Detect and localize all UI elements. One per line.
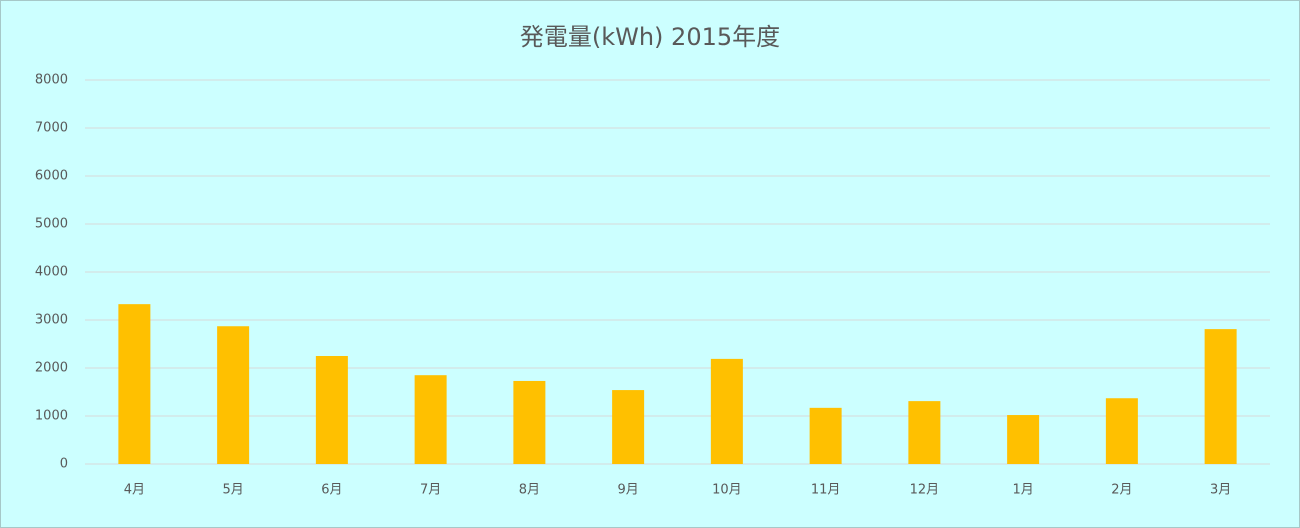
- y-tick-label: 0: [60, 457, 68, 472]
- bar: [1105, 398, 1138, 464]
- y-tick-label: 5000: [35, 217, 68, 232]
- y-tick-label: 4000: [35, 265, 68, 280]
- x-tick-label: 1月: [1012, 483, 1033, 498]
- bar: [118, 304, 151, 464]
- x-tick-label: 5月: [222, 483, 243, 498]
- bar: [1204, 329, 1237, 464]
- bar: [414, 375, 447, 464]
- x-tick-label: 12月: [910, 483, 940, 498]
- bar: [710, 358, 743, 464]
- bar: [612, 390, 645, 464]
- bar: [1007, 415, 1040, 464]
- x-tick-label: 8月: [519, 483, 540, 498]
- x-tick-label: 4月: [124, 483, 145, 498]
- y-tick-label: 7000: [35, 121, 68, 136]
- x-tick-label: 11月: [811, 483, 841, 498]
- bar: [908, 401, 941, 464]
- chart-title: 発電量(kWh) 2015年度: [520, 23, 780, 51]
- bar: [809, 407, 842, 464]
- y-tick-label: 3000: [35, 313, 68, 328]
- x-tick-label: 6月: [321, 483, 342, 498]
- bar: [217, 326, 250, 464]
- x-tick-label: 2月: [1111, 483, 1132, 498]
- bar: [315, 356, 348, 464]
- y-tick-label: 6000: [35, 169, 68, 184]
- x-tick-label: 7月: [420, 483, 441, 498]
- y-tick-label: 1000: [35, 409, 68, 424]
- y-tick-label: 8000: [35, 73, 68, 88]
- y-tick-label: 2000: [35, 361, 68, 376]
- x-tick-label: 3月: [1210, 483, 1231, 498]
- bar: [513, 380, 546, 464]
- x-tick-label: 10月: [712, 483, 742, 498]
- x-tick-label: 9月: [617, 483, 638, 498]
